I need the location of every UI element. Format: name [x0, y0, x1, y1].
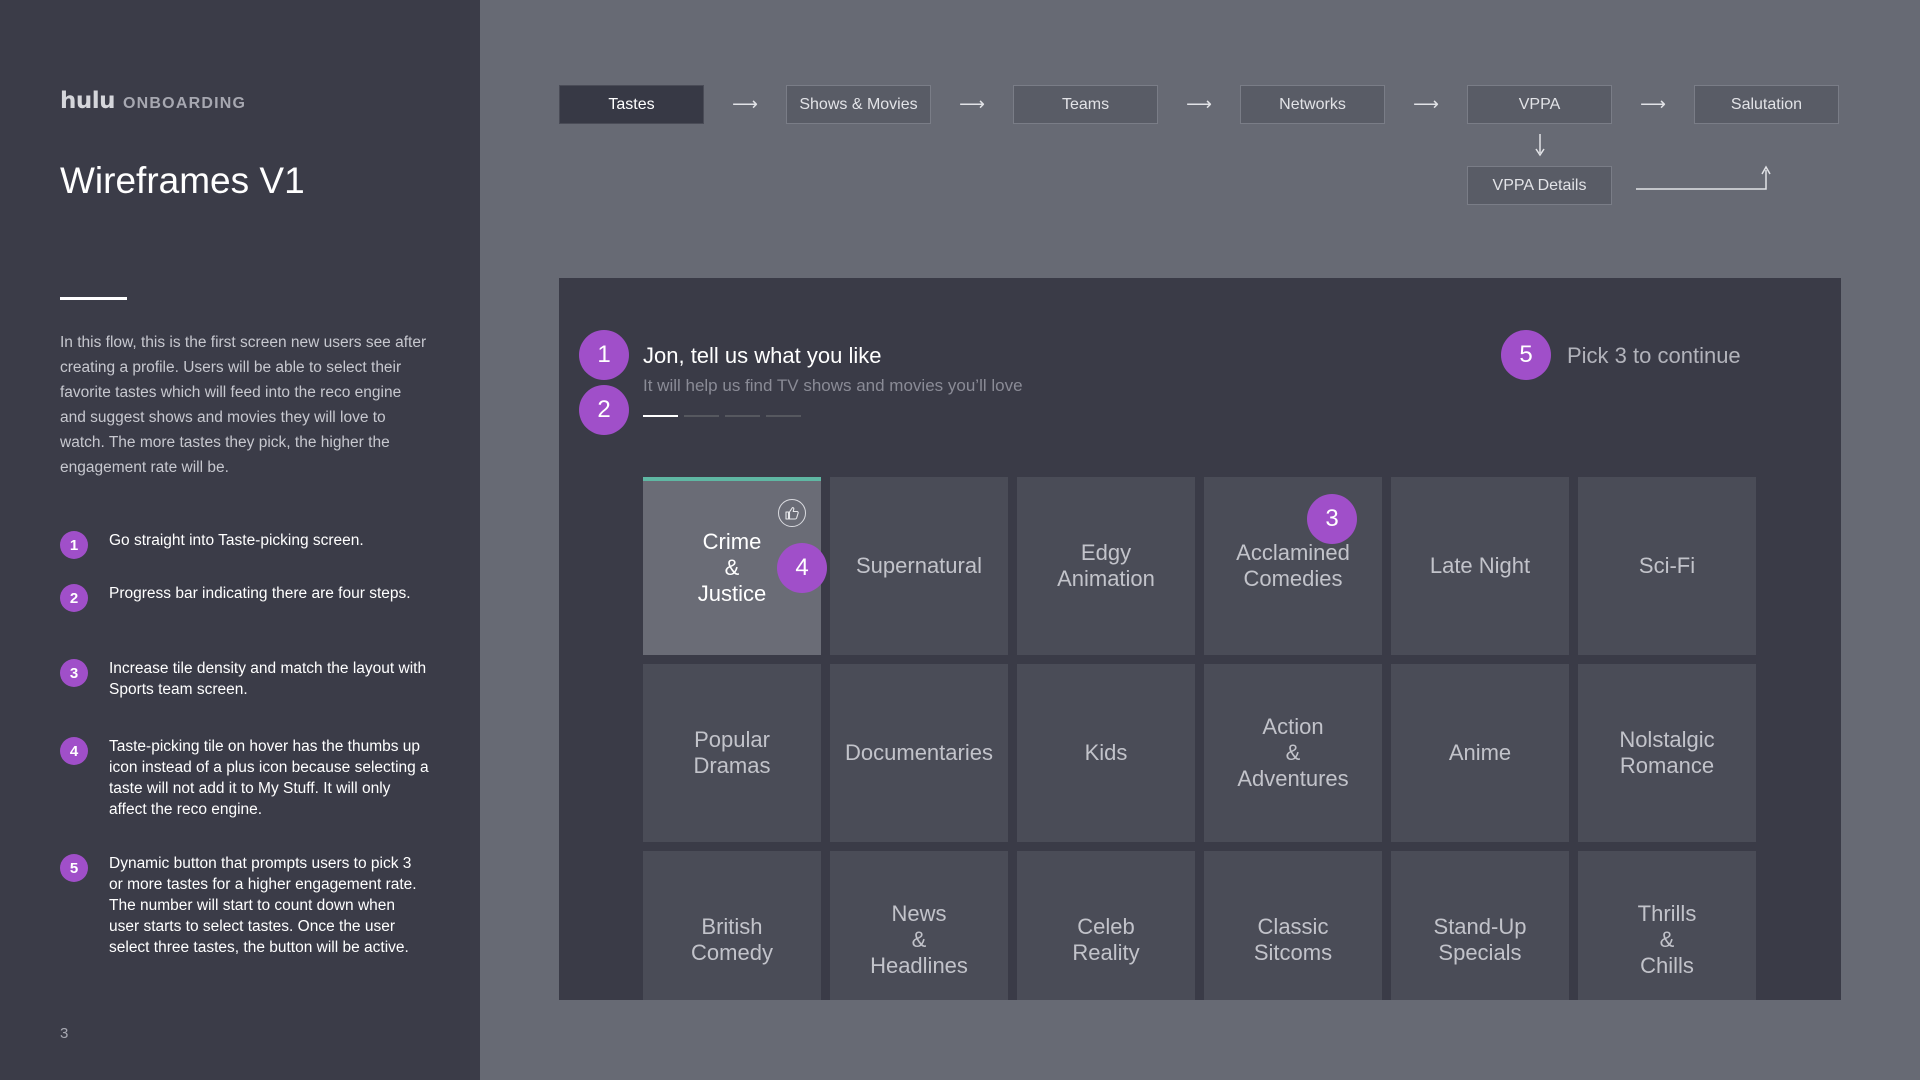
- note-text: Go straight into Taste-picking screen.: [109, 532, 364, 549]
- taste-tile[interactable]: News & Headlines: [830, 851, 1008, 1000]
- taste-tile[interactable]: British Comedy: [643, 851, 821, 1000]
- tile-label: Classic Sitcoms: [1253, 914, 1333, 965]
- taste-tile[interactable]: Kids: [1017, 664, 1195, 842]
- tile-label: Popular Dramas: [693, 727, 771, 778]
- tile-label: Late Night: [1429, 553, 1531, 578]
- taste-tile[interactable]: Acclamined Comedies: [1204, 477, 1382, 655]
- arrow-right-icon: ⟶: [732, 94, 758, 114]
- progress-bar: [643, 415, 801, 417]
- tile-label: Documentaries: [845, 740, 993, 765]
- hulu-logo: hulu: [60, 88, 116, 114]
- tile-label: Stand-Up Specials: [1433, 914, 1527, 965]
- tile-label: Thrills & Chills: [1637, 901, 1697, 978]
- flow-step-teams: Teams: [1013, 85, 1158, 124]
- arrow-right-icon: ⟶: [1413, 94, 1439, 114]
- note-4: 4 Taste-picking tile on hover has the th…: [60, 736, 429, 820]
- tile-label: British Comedy: [691, 914, 773, 965]
- return-arrow-icon: [1636, 165, 1771, 190]
- flow-step-shows-movies: Shows & Movies: [786, 85, 931, 124]
- title-divider: [60, 297, 127, 300]
- progress-step-complete: [643, 415, 678, 417]
- pick-to-continue-button[interactable]: Pick 3 to continue: [1567, 343, 1741, 368]
- taste-picker-screen: 1 2 3 4 5 Jon, tell us what you like It …: [559, 278, 1841, 1000]
- arrow-down-icon: [1535, 134, 1545, 157]
- progress-step: [766, 415, 801, 417]
- tile-label: Nolstalgic Romance: [1619, 727, 1715, 778]
- brand-header: hulu ONBOARDING: [60, 88, 246, 114]
- note-1: 1 Go straight into Taste-picking screen.: [60, 530, 429, 559]
- tile-label: Sci-Fi: [1638, 553, 1696, 578]
- progress-step: [725, 415, 760, 417]
- note-number-badge: 3: [60, 659, 88, 687]
- note-5: 5 Dynamic button that prompts users to p…: [60, 853, 429, 958]
- annotation-panel: hulu ONBOARDING Wireframes V1 In this fl…: [0, 0, 480, 1080]
- taste-tile[interactable]: Sci-Fi: [1578, 477, 1756, 655]
- arrow-right-icon: ⟶: [959, 94, 985, 114]
- tile-label: News & Headlines: [870, 901, 968, 978]
- tile-label: Anime: [1448, 740, 1512, 765]
- taste-tile[interactable]: Documentaries: [830, 664, 1008, 842]
- note-text: Taste-picking tile on hover has the thum…: [109, 738, 429, 818]
- taste-tile[interactable]: Anime: [1391, 664, 1569, 842]
- callout-3: 3: [1307, 494, 1357, 544]
- page-number: 3: [60, 1025, 69, 1042]
- note-text: Progress bar indicating there are four s…: [109, 585, 411, 602]
- note-text: Increase tile density and match the layo…: [109, 660, 427, 698]
- flow-step-vppa-details: VPPA Details: [1467, 166, 1612, 205]
- callout-1: 1: [579, 330, 629, 380]
- flow-step-tastes: Tastes: [559, 85, 704, 124]
- screen-subtitle: It will help us find TV shows and movies…: [643, 376, 1023, 395]
- tile-label: Kids: [1084, 740, 1128, 765]
- note-number-badge: 1: [60, 531, 88, 559]
- screen-heading: Jon, tell us what you like: [643, 343, 882, 368]
- callout-4: 4: [777, 543, 827, 593]
- tile-label: Crime & Justice: [697, 529, 767, 606]
- progress-step: [684, 415, 719, 417]
- arrow-right-icon: ⟶: [1186, 94, 1212, 114]
- taste-tile[interactable]: Celeb Reality: [1017, 851, 1195, 1000]
- flow-step-networks: Networks: [1240, 85, 1385, 124]
- taste-tile[interactable]: Edgy Animation: [1017, 477, 1195, 655]
- tile-label: Celeb Reality: [1072, 914, 1140, 965]
- taste-tile[interactable]: Nolstalgic Romance: [1578, 664, 1756, 842]
- flow-step-vppa: VPPA: [1467, 85, 1612, 124]
- note-number-badge: 2: [60, 584, 88, 612]
- taste-tile[interactable]: Supernatural: [830, 477, 1008, 655]
- taste-grid: Crime & Justice Supernatural Edgy Animat…: [643, 477, 1758, 1000]
- tile-label: Action & Adventures: [1237, 714, 1349, 791]
- taste-tile[interactable]: Thrills & Chills: [1578, 851, 1756, 1000]
- flow-step-salutation: Salutation: [1694, 85, 1839, 124]
- note-number-badge: 4: [60, 737, 88, 765]
- tile-label: Edgy Animation: [1057, 540, 1155, 591]
- taste-tile[interactable]: Stand-Up Specials: [1391, 851, 1569, 1000]
- taste-tile[interactable]: Classic Sitcoms: [1204, 851, 1382, 1000]
- note-3: 3 Increase tile density and match the la…: [60, 658, 429, 700]
- note-number-badge: 5: [60, 854, 88, 882]
- taste-tile[interactable]: Late Night: [1391, 477, 1569, 655]
- taste-tile[interactable]: Popular Dramas: [643, 664, 821, 842]
- note-2: 2 Progress bar indicating there are four…: [60, 583, 429, 612]
- callout-5: 5: [1501, 330, 1551, 380]
- taste-tile[interactable]: Action & Adventures: [1204, 664, 1382, 842]
- arrow-right-icon: ⟶: [1640, 94, 1666, 114]
- section-label: ONBOARDING: [123, 95, 247, 112]
- tile-label: Acclamined Comedies: [1236, 540, 1350, 591]
- intro-paragraph: In this flow, this is the first screen n…: [60, 334, 427, 476]
- tile-label: Supernatural: [856, 553, 982, 578]
- page-title: Wireframes V1: [60, 160, 305, 201]
- callout-2: 2: [579, 385, 629, 435]
- thumbs-up-icon[interactable]: [778, 499, 806, 527]
- note-text: Dynamic button that prompts users to pic…: [109, 855, 417, 956]
